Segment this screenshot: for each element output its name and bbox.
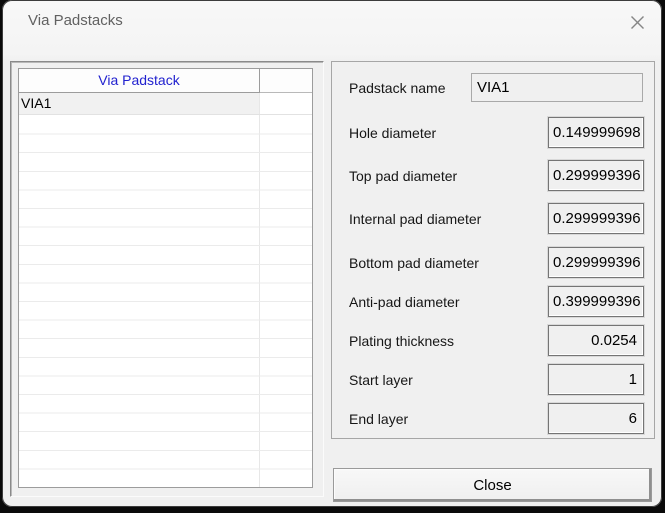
empty-rows-area[interactable] — [19, 116, 312, 487]
column-header-via-padstack[interactable]: Via Padstack — [19, 69, 260, 93]
close-button[interactable]: Close — [333, 468, 652, 502]
padstack-list-panel: Via Padstack VIA1 — [10, 61, 324, 497]
plating-thickness-field[interactable]: 0.0254 — [548, 325, 644, 356]
padstack-name-label: Padstack name — [349, 80, 446, 96]
list-item-label: VIA1 — [19, 93, 259, 114]
list-item-via1[interactable]: VIA1 — [19, 93, 312, 115]
column-header-extra — [260, 69, 312, 93]
close-icon[interactable] — [620, 6, 654, 38]
top-pad-diameter-field[interactable]: 0.299999396 — [548, 160, 644, 191]
x-glyph — [630, 15, 644, 29]
padstack-properties-group: Padstack name VIA1 Hole diameter 0.14999… — [331, 61, 655, 439]
anti-pad-diameter-label: Anti-pad diameter — [349, 294, 460, 310]
end-layer-field[interactable]: 6 — [548, 403, 644, 434]
internal-pad-diameter-label: Internal pad diameter — [349, 211, 482, 227]
end-layer-label: End layer — [349, 411, 409, 427]
top-pad-diameter-label: Top pad diameter — [349, 168, 458, 184]
grid-header: Via Padstack — [19, 69, 312, 93]
anti-pad-diameter-field[interactable]: 0.399999396 — [548, 286, 644, 317]
start-layer-field[interactable]: 1 — [548, 364, 644, 395]
start-layer-label: Start layer — [349, 372, 413, 388]
padstack-grid: Via Padstack VIA1 — [18, 68, 313, 488]
padstack-name-field[interactable]: VIA1 — [471, 73, 643, 102]
hole-diameter-label: Hole diameter — [349, 125, 437, 141]
window-title: Via Padstacks — [28, 12, 123, 29]
internal-pad-diameter-field[interactable]: 0.299999396 — [548, 203, 644, 234]
bottom-pad-diameter-label: Bottom pad diameter — [349, 255, 479, 271]
grid-body: VIA1 — [19, 93, 312, 487]
bottom-pad-diameter-field[interactable]: 0.299999396 — [548, 247, 644, 278]
plating-thickness-label: Plating thickness — [349, 333, 455, 349]
hole-diameter-field[interactable]: 0.149999698 — [548, 117, 644, 148]
